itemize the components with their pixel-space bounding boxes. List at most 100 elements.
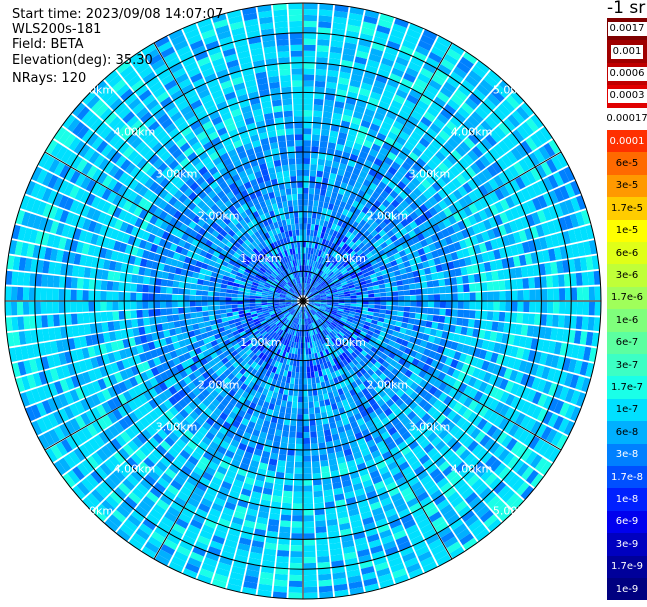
range-gate-cell [175,229,185,239]
range-gate-cell [553,203,564,218]
range-gate-cell [355,216,363,224]
range-gate-cell [160,279,168,287]
range-gate-cell [356,294,363,299]
range-gate-cell [409,283,416,290]
range-gate-cell [135,528,150,541]
range-gate-cell [323,429,332,437]
range-gate-cell [241,418,250,427]
range-gate-cell [400,218,409,228]
range-gate-cell [493,175,504,188]
range-gate-cell [71,265,80,277]
range-gate-cell [19,392,31,407]
range-gate-cell [537,179,548,194]
range-gate-cell [489,386,499,398]
range-gate-cell [148,387,158,398]
range-gate-cell [303,14,318,22]
range-gate-cell [445,421,456,433]
range-gate-cell [101,401,112,414]
range-gate-cell [307,304,313,309]
range-gate-cell [93,434,105,448]
range-gate-cell [64,313,72,326]
range-gate-cell [190,283,197,290]
range-gate-cell [373,36,387,46]
range-gate-cell [267,305,274,309]
range-gate-cell [288,334,292,341]
range-gate-cell [415,419,425,430]
range-gate-cell [190,435,201,446]
range-gate-cell [293,323,297,330]
range-gate-cell [539,236,548,250]
range-gate-cell [469,301,476,310]
range-gate-cell [197,402,207,412]
range-gate-cell [242,482,254,491]
range-gate-cell [309,286,314,292]
range-gate-cell [321,323,327,329]
range-gate-cell [437,188,448,199]
range-gate-cell [171,443,183,454]
range-gate-cell [511,129,525,143]
range-gate-cell [370,259,378,266]
range-gate-cell [320,331,326,338]
range-gate-cell [325,153,334,161]
range-gate-cell [313,292,320,297]
range-gate-cell [191,420,202,431]
range-gate-cell [116,339,125,350]
range-gate-cell [286,304,292,308]
range-gate-cell [107,321,115,332]
range-gate-cell [401,339,409,347]
range-gate-cell [303,74,315,81]
range-gate-cell [582,286,590,301]
range-gate-cell [163,203,173,213]
range-gate-cell [250,415,258,424]
range-gate-cell [199,327,207,334]
range-gate-cell [457,309,464,318]
range-gate-cell [431,139,443,150]
range-gate-cell [246,330,253,337]
range-gate-cell [427,307,434,315]
range-gate-cell [308,303,315,306]
range-gate-cell [284,382,290,390]
range-gate-cell [112,396,123,408]
range-gate-cell [139,371,149,382]
range-gate-cell [318,394,324,402]
range-gate-cell [371,42,386,52]
range-gate-cell [274,477,284,485]
range-gate-cell [110,341,119,352]
range-gate-cell [303,420,310,427]
range-gate-cell [406,341,415,350]
range-gate-cell [420,354,429,363]
range-gate-cell [81,477,95,492]
range-gate-cell [306,265,309,272]
range-gate-cell [288,365,293,372]
range-gate-cell [261,560,275,568]
range-gate-cell [329,130,339,138]
range-gate-cell [352,482,364,491]
range-gate-cell [303,592,318,599]
range-gate-cell [328,536,341,544]
range-gate-cell [362,179,372,188]
range-gate-cell [183,429,194,440]
range-gate-cell [384,508,397,518]
range-gate-cell [390,315,398,321]
range-gate-cell [492,364,502,376]
range-gate-cell [459,465,472,478]
range-gate-cell [388,487,400,497]
range-gate-cell [138,239,148,249]
range-gate-cell [546,275,553,288]
range-gate-cell [365,318,373,323]
range-gate-cell [279,406,286,413]
range-gate-cell [211,364,220,372]
range-gate-cell [308,303,314,307]
range-gate-cell [67,469,81,485]
range-gate-cell [317,158,325,166]
range-gate-cell [395,398,404,407]
range-gate-cell [122,478,135,491]
range-gate-cell [291,303,298,306]
range-gate-cell [363,15,378,25]
range-gate-cell [503,322,511,333]
range-gate-cell [150,269,158,278]
range-gate-cell [159,371,169,382]
range-gate-cell [303,497,313,504]
range-gate-cell [464,514,479,528]
range-gate-cell [323,362,329,369]
